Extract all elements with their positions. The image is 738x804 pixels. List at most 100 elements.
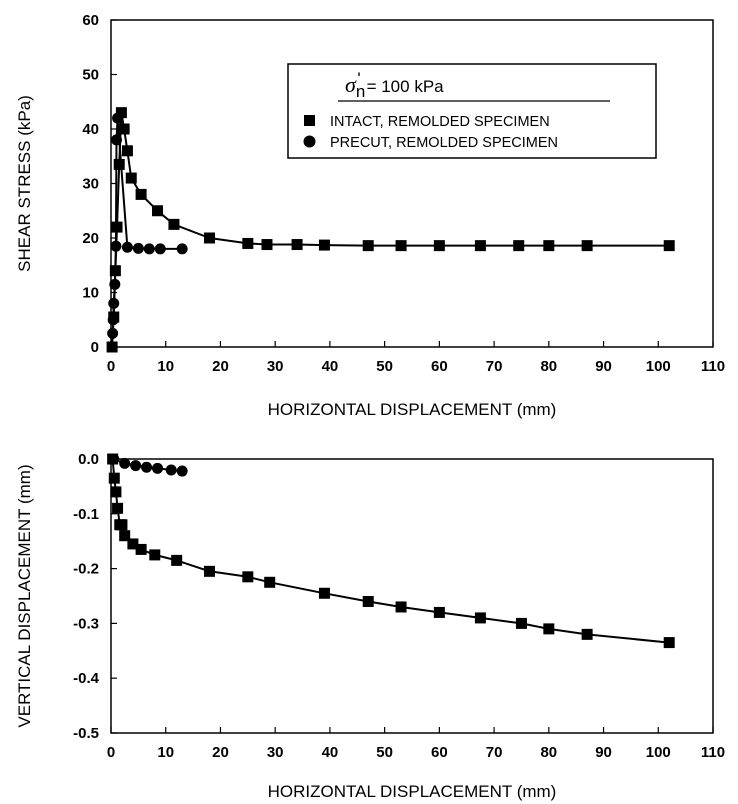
intact-data-point <box>127 538 139 550</box>
x-tick-label: 40 <box>322 744 339 761</box>
shear-stress-x-axis-label: HORIZONTAL DISPLACEMENT (mm) <box>268 400 557 419</box>
intact-data-point <box>543 623 555 635</box>
y-tick-label: -0.3 <box>73 615 99 632</box>
intact-data-point <box>204 565 216 577</box>
x-tick-label: 30 <box>267 358 284 375</box>
legend-entry-intact: INTACT, REMOLDED SPECIMEN <box>330 114 550 130</box>
precut-data-point <box>143 243 155 255</box>
intact-data-point <box>513 240 525 252</box>
precut-data-point <box>176 465 188 477</box>
intact-data-point <box>118 123 130 135</box>
precut-data-point <box>132 242 144 254</box>
intact-data-point <box>110 486 122 498</box>
intact-data-point <box>474 240 486 252</box>
precut-data-point <box>107 314 119 326</box>
intact-series-line <box>111 458 670 644</box>
vertical-displacement-x-axis-label: HORIZONTAL DISPLACEMENT (mm) <box>268 782 557 801</box>
precut-data-point <box>152 462 164 474</box>
intact-data-point <box>663 240 675 252</box>
precut-data-point <box>121 241 133 253</box>
y-tick-label: 10 <box>82 285 99 302</box>
precut-data-point <box>112 112 124 124</box>
precut-data-point <box>119 457 131 469</box>
intact-data-point <box>242 571 254 583</box>
precut-data-point <box>130 460 142 472</box>
precut-data-point <box>176 243 188 255</box>
intact-data-point <box>108 472 120 484</box>
intact-data-point <box>113 158 125 170</box>
intact-data-point <box>152 205 164 217</box>
precut-data-point <box>165 464 177 476</box>
vertical-displacement-plot-frame <box>110 458 714 734</box>
x-tick-label: 90 <box>595 744 612 761</box>
x-tick-label: 10 <box>157 358 174 375</box>
y-tick-label: 0.0 <box>78 451 99 468</box>
x-tick-label: 20 <box>212 358 229 375</box>
intact-data-point <box>318 587 330 599</box>
intact-data-point <box>581 240 593 252</box>
x-tick-label: 70 <box>486 744 503 761</box>
x-tick-label: 70 <box>486 358 503 375</box>
shear-stress-chart: 0 10 20 30 40 50 60 70 80 90 100 110 0 10 20 30 40 50 60 H… <box>15 12 725 419</box>
precut-data-point <box>141 461 153 473</box>
intact-data-point <box>291 239 303 251</box>
intact-data-point <box>112 502 124 514</box>
shear-stress-series <box>106 107 675 353</box>
shear-stress-ticks: 0 10 20 30 40 50 60 70 80 90 100 110 0 10 20 30 40 50 60 <box>82 12 725 375</box>
intact-data-point <box>168 218 180 230</box>
legend-header-subscript: n <box>356 82 365 101</box>
x-tick-label: 100 <box>646 358 671 375</box>
intact-data-point <box>318 239 330 251</box>
intact-data-point <box>106 341 118 353</box>
y-tick-label: 0 <box>91 339 99 356</box>
y-tick-label: 30 <box>82 176 99 193</box>
intact-data-point <box>261 239 273 251</box>
intact-data-point <box>433 240 445 252</box>
x-tick-label: 20 <box>212 744 229 761</box>
precut-data-point <box>154 243 166 255</box>
intact-data-point <box>433 606 445 618</box>
intact-data-point <box>125 172 137 184</box>
intact-data-point <box>362 595 374 607</box>
intact-data-point <box>204 232 216 244</box>
precut-data-point <box>108 453 120 465</box>
intact-data-point <box>581 628 593 640</box>
x-tick-label: 0 <box>107 744 115 761</box>
x-tick-label: 80 <box>540 744 557 761</box>
x-tick-label: 60 <box>431 744 448 761</box>
intact-data-point <box>171 554 183 566</box>
intact-data-point <box>395 240 407 252</box>
intact-data-point <box>242 237 254 249</box>
intact-data-point <box>395 601 407 613</box>
y-tick-label: 40 <box>82 121 99 138</box>
x-tick-label: 50 <box>376 358 393 375</box>
legend-header: σn' = 100 kPa <box>345 69 444 101</box>
x-tick-label: 60 <box>431 358 448 375</box>
precut-data-point <box>107 327 119 339</box>
x-tick-label: 100 <box>646 744 671 761</box>
intact-data-point <box>663 637 675 649</box>
precut-data-point <box>110 240 122 252</box>
intact-data-point <box>135 188 147 200</box>
intact-data-point <box>119 530 131 542</box>
precut-data-point <box>108 297 120 309</box>
legend-header-text: = 100 kPa <box>367 77 445 96</box>
intact-data-point <box>116 519 128 531</box>
intact-data-point <box>115 107 127 119</box>
vertical-displacement-series <box>107 453 675 649</box>
legend-box <box>287 63 657 159</box>
shear-stress-y-axis-label: SHEAR STRESS (kPa) <box>15 95 34 272</box>
y-tick-label: -0.2 <box>73 561 99 578</box>
x-tick-label: 0 <box>107 358 115 375</box>
intact-data-point <box>362 240 374 252</box>
legend-circle-marker <box>303 135 316 148</box>
intact-data-point <box>121 145 133 157</box>
intact-data-point <box>149 549 161 561</box>
legend: σn' = 100 kPa INTACT, REMOLDED SPECIMEN P… <box>287 63 657 159</box>
x-tick-label: 110 <box>701 744 725 761</box>
x-tick-label: 80 <box>540 358 557 375</box>
vertical-displacement-chart: 0 10 20 30 40 50 60 70 80 90 100 110 0.0 -0.1 -0.2 -0.3… <box>15 451 725 801</box>
vertical-displacement-y-axis-label: VERTICAL DISPLACEMENT (mm) <box>15 464 34 727</box>
x-tick-label: 40 <box>322 358 339 375</box>
precut-data-point <box>110 134 122 146</box>
